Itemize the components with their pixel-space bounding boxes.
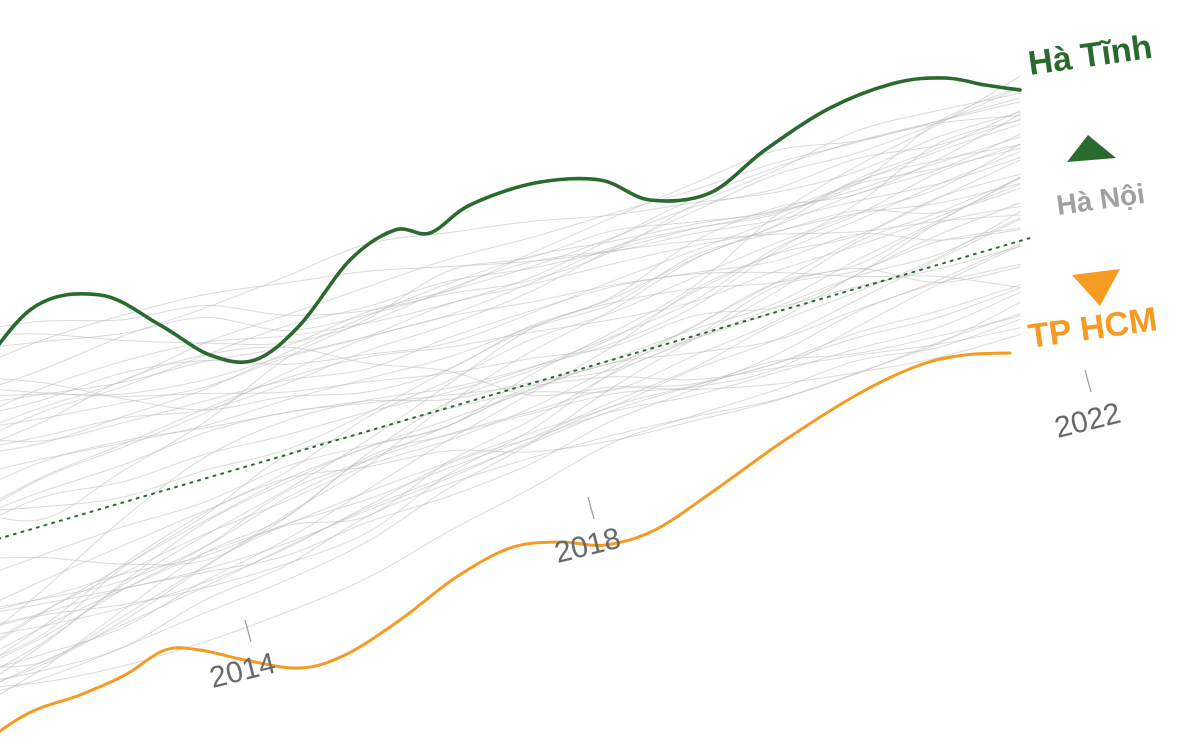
background-series-group xyxy=(0,76,1020,716)
background-series-line xyxy=(0,93,1020,333)
background-series-line xyxy=(0,314,1020,619)
background-series-line xyxy=(0,124,1020,456)
background-series-line xyxy=(0,160,1020,665)
arrow-up-icon xyxy=(1067,135,1116,162)
background-series-line xyxy=(0,137,1020,450)
background-series-line xyxy=(0,144,1020,680)
background-series-line xyxy=(0,206,1020,635)
background-series-line xyxy=(0,178,1020,701)
background-series-line xyxy=(0,115,1020,350)
x-tick-label: 2018 xyxy=(551,522,624,570)
background-series-line xyxy=(0,178,1020,667)
arrow-down-icon xyxy=(1072,269,1120,306)
background-series-line xyxy=(0,114,1020,689)
background-series-line xyxy=(0,335,1020,614)
background-series-line xyxy=(0,265,1020,677)
background-series-line xyxy=(0,184,1020,521)
background-series-line xyxy=(0,145,1020,536)
background-series-line xyxy=(0,219,1020,670)
background-series-line xyxy=(0,88,1020,453)
background-series-line xyxy=(0,246,1020,668)
series-label-ha_tinh: Hà Tĩnh xyxy=(1026,28,1155,83)
background-series-line xyxy=(0,228,1020,565)
x-tick-mark xyxy=(1085,370,1091,392)
series-label-ha_noi: Hà Nội xyxy=(1055,178,1147,221)
background-series-line xyxy=(0,76,1020,585)
x-tick-mark xyxy=(588,497,594,519)
background-series-line xyxy=(0,87,1020,521)
x-tick-mark xyxy=(245,620,251,642)
x-tick-label: 2022 xyxy=(1051,397,1124,445)
series-label-tphcm: TP HCM xyxy=(1026,300,1160,356)
chart-canvas: 201420182022Hà TĩnhHà NộiTP HCM xyxy=(0,0,1200,744)
